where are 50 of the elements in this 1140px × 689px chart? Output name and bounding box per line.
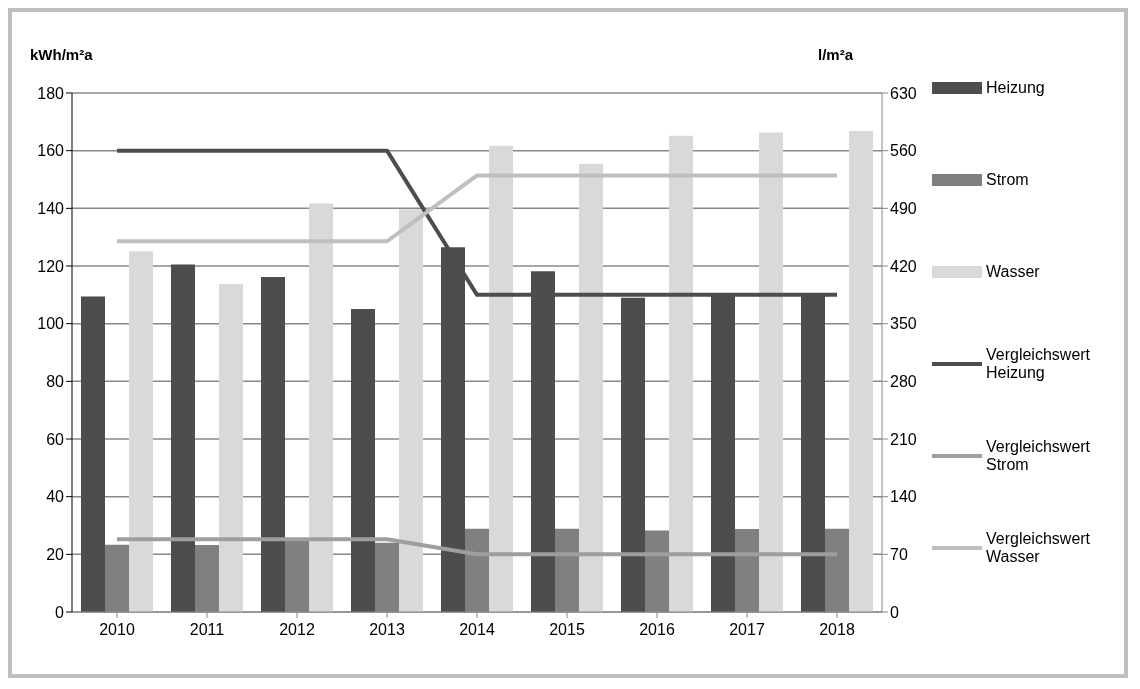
y2-tick-label: 630	[890, 84, 917, 102]
y2-tick-label: 560	[890, 142, 917, 160]
x-tick-label: 2013	[369, 621, 405, 639]
legend-label: Vergleichswert Wasser	[986, 530, 1092, 566]
bar	[129, 251, 153, 612]
y2-tick-label: 210	[890, 430, 917, 448]
y-tick-label: 60	[46, 430, 65, 448]
y2-axis-title: l/m²a	[818, 46, 854, 63]
x-tick-label: 2010	[99, 621, 135, 639]
y-tick-label: 140	[37, 200, 65, 218]
bar	[351, 308, 375, 612]
bar	[309, 203, 333, 612]
y2-tick-label: 70	[890, 546, 908, 564]
legend-label: Heizung	[986, 79, 1046, 97]
legend-label: Vergleichswert Heizung	[986, 346, 1092, 382]
x-tick-label: 2011	[189, 621, 225, 639]
bar	[759, 132, 783, 612]
y-tick-label: 100	[37, 315, 65, 333]
y2-tick-label: 420	[890, 257, 917, 275]
bar	[261, 276, 285, 612]
legend-label: Wasser	[986, 263, 1041, 281]
y2-tick-label: 0	[890, 603, 899, 621]
y-tick-label: 120	[37, 257, 65, 275]
legend-label: Vergleichswert Strom	[986, 438, 1092, 474]
x-tick-label: 2018	[819, 621, 855, 639]
y-tick-label: 0	[55, 603, 65, 621]
y2-tick-label: 350	[890, 315, 917, 333]
legend-label: Strom	[986, 171, 1030, 189]
bar	[669, 135, 693, 612]
y2-tick-label: 490	[890, 200, 917, 218]
y-tick-label: 180	[37, 84, 65, 102]
x-tick-label: 2016	[639, 621, 675, 639]
bar	[399, 209, 423, 612]
bar	[849, 130, 873, 612]
bar	[219, 284, 243, 612]
x-tick-label: 2012	[279, 621, 315, 639]
y-tick-label: 80	[46, 373, 65, 391]
y-tick-label: 20	[46, 546, 65, 564]
x-tick-label: 2015	[549, 621, 585, 639]
y-tick-label: 160	[37, 142, 65, 160]
bar	[171, 264, 195, 612]
y2-tick-label: 140	[890, 488, 917, 506]
bar	[579, 163, 603, 612]
y2-tick-label: 280	[890, 373, 917, 391]
bar	[489, 145, 513, 612]
x-tick-label: 2017	[729, 621, 765, 639]
bar	[81, 296, 105, 612]
x-tick-label: 2014	[459, 621, 495, 639]
y-axis-title: kWh/m²a	[30, 46, 93, 63]
y-tick-label: 40	[46, 488, 65, 506]
